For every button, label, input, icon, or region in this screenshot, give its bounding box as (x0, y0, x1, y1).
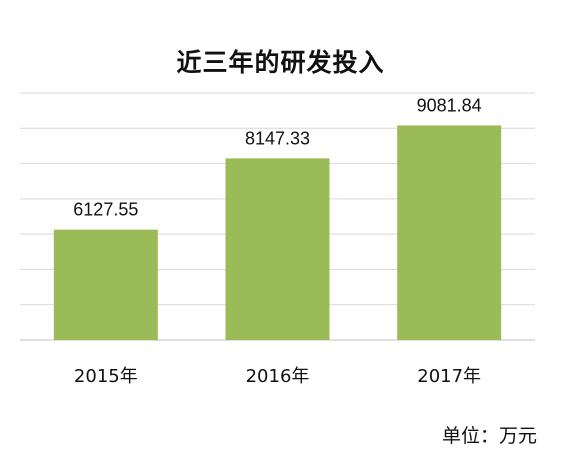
x-tick-label-2: 2017年 (417, 366, 481, 387)
x-axis-labels: 2015年 2016年 2017年 (74, 366, 481, 387)
x-tick-label-1: 2016年 (246, 366, 310, 387)
data-label-1: 8147.33 (245, 128, 310, 148)
bars-layer (53, 125, 502, 340)
x-tick-label-0: 2015年 (74, 366, 138, 387)
chart-title: 近三年的研发投入 (176, 48, 385, 77)
unit-label: 单位：万元 (441, 425, 537, 447)
data-label-0: 6127.55 (73, 200, 138, 220)
data-label-2: 9081.84 (417, 95, 482, 115)
bar-0 (53, 229, 158, 340)
bar-1 (225, 158, 330, 340)
bar-2 (397, 125, 502, 340)
value-labels-layer: 6127.55 8147.33 9081.84 (73, 95, 481, 219)
